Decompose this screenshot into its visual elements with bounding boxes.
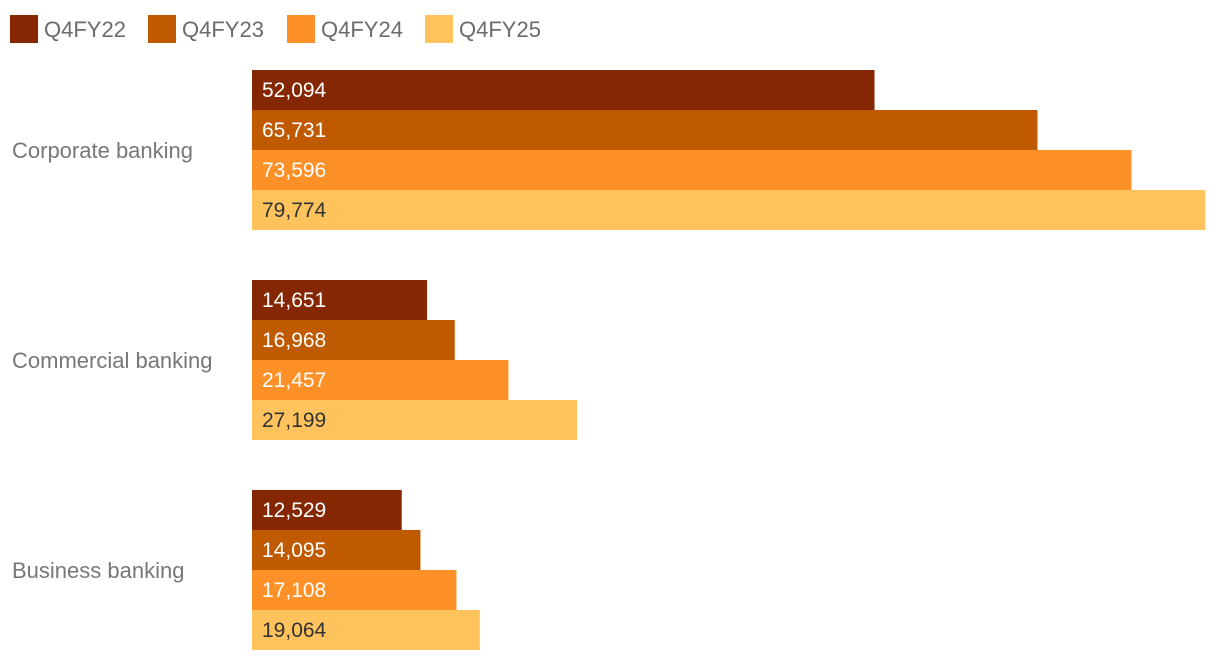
legend-swatch-q4fy24 (287, 15, 315, 43)
legend: Q4FY22 Q4FY23 Q4FY24 Q4FY25 (10, 15, 541, 43)
data-label-commercial-banking-q4fy25: 27,199 (262, 409, 326, 432)
legend-label-q4fy25: Q4FY25 (459, 17, 541, 42)
data-label-business-banking-q4fy22: 12,529 (262, 499, 326, 522)
category-axis: Corporate banking Commercial banking Busin… (12, 138, 213, 583)
data-label-corporate-banking-q4fy23: 65,731 (262, 119, 326, 142)
bar-business-banking-q4fy24 (252, 570, 457, 610)
bar-corporate-banking-q4fy24 (252, 150, 1132, 190)
bar-business-banking-q4fy25 (252, 610, 480, 650)
legend-swatch-q4fy23 (148, 15, 176, 43)
bar-commercial-banking-q4fy23 (252, 320, 455, 360)
bar-corporate-banking-q4fy25 (252, 190, 1206, 230)
category-label-commercial-banking: Commercial banking (12, 348, 213, 373)
bars: 52,094 65,731 73,596 79,774 14,651 16,968 21,4… (252, 70, 1206, 650)
bar-commercial-banking-q4fy22 (252, 280, 428, 320)
data-label-corporate-banking-q4fy22: 52,094 (262, 79, 327, 102)
bar-business-banking-q4fy23 (252, 530, 421, 570)
data-label-commercial-banking-q4fy24: 21,457 (262, 369, 326, 392)
bar-commercial-banking-q4fy25 (252, 400, 578, 440)
data-label-commercial-banking-q4fy22: 14,651 (262, 289, 326, 312)
category-label-business-banking: Business banking (12, 558, 184, 583)
data-label-business-banking-q4fy24: 17,108 (262, 579, 326, 602)
data-label-corporate-banking-q4fy24: 73,596 (262, 159, 326, 182)
data-label-business-banking-q4fy25: 19,064 (262, 619, 327, 642)
legend-swatch-q4fy22 (10, 15, 38, 43)
bar-business-banking-q4fy22 (252, 490, 402, 530)
bar-corporate-banking-q4fy22 (252, 70, 875, 110)
bar-commercial-banking-q4fy24 (252, 360, 509, 400)
data-label-business-banking-q4fy23: 14,095 (262, 539, 326, 562)
data-label-corporate-banking-q4fy25: 79,774 (262, 199, 327, 222)
legend-swatch-q4fy25 (425, 15, 453, 43)
category-label-corporate-banking: Corporate banking (12, 138, 193, 163)
legend-label-q4fy24: Q4FY24 (321, 17, 403, 42)
bar-corporate-banking-q4fy23 (252, 110, 1038, 150)
data-label-commercial-banking-q4fy23: 16,968 (262, 329, 326, 352)
legend-label-q4fy22: Q4FY22 (44, 17, 126, 42)
legend-label-q4fy23: Q4FY23 (182, 17, 264, 42)
